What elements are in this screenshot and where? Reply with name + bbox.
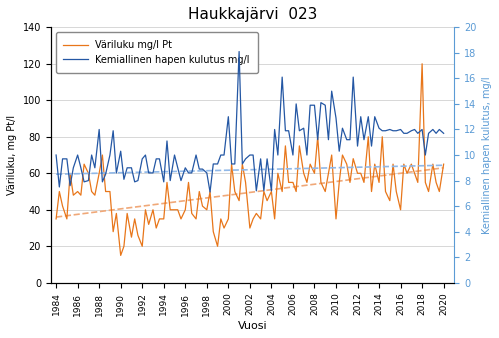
Line: Kemiallinen hapen kulutus mg/l: Kemiallinen hapen kulutus mg/l: [56, 52, 444, 192]
Väriluku mg/l Pt: [264, 199, 270, 203]
Väriluku mg/l Pt: [268, 190, 274, 194]
Kemiallinen hapen kulutus mg/l: [271, 127, 277, 131]
Y-axis label: Väriluku, mg Pt/l: Väriluku, mg Pt/l: [7, 115, 17, 195]
Legend: Väriluku mg/l Pt, Kemiallinen hapen kulutus mg/l: Väriluku mg/l Pt, Kemiallinen hapen kulu…: [55, 32, 257, 73]
Y-axis label: Kemiallinen hapen kulutus, mg/l: Kemiallinen hapen kulutus, mg/l: [482, 76, 492, 234]
Väriluku mg/l Pt: [81, 162, 87, 166]
Kemiallinen hapen kulutus mg/l: [207, 190, 213, 194]
Väriluku mg/l Pt: [53, 217, 59, 221]
Kemiallinen hapen kulutus mg/l: [236, 50, 242, 54]
Kemiallinen hapen kulutus mg/l: [441, 131, 447, 135]
X-axis label: Vuosi: Vuosi: [238, 321, 267, 331]
Väriluku mg/l Pt: [186, 180, 192, 185]
Väriluku mg/l Pt: [118, 254, 124, 258]
Kemiallinen hapen kulutus mg/l: [161, 180, 167, 184]
Kemiallinen hapen kulutus mg/l: [268, 189, 274, 193]
Kemiallinen hapen kulutus mg/l: [182, 166, 188, 170]
Kemiallinen hapen kulutus mg/l: [81, 180, 87, 184]
Väriluku mg/l Pt: [311, 171, 317, 175]
Väriluku mg/l Pt: [441, 162, 447, 166]
Kemiallinen hapen kulutus mg/l: [53, 153, 59, 157]
Title: Haukkajärvi  023: Haukkajärvi 023: [188, 7, 317, 22]
Line: Väriluku mg/l Pt: Väriluku mg/l Pt: [56, 64, 444, 256]
Väriluku mg/l Pt: [419, 62, 425, 66]
Kemiallinen hapen kulutus mg/l: [315, 138, 321, 142]
Väriluku mg/l Pt: [164, 180, 170, 185]
